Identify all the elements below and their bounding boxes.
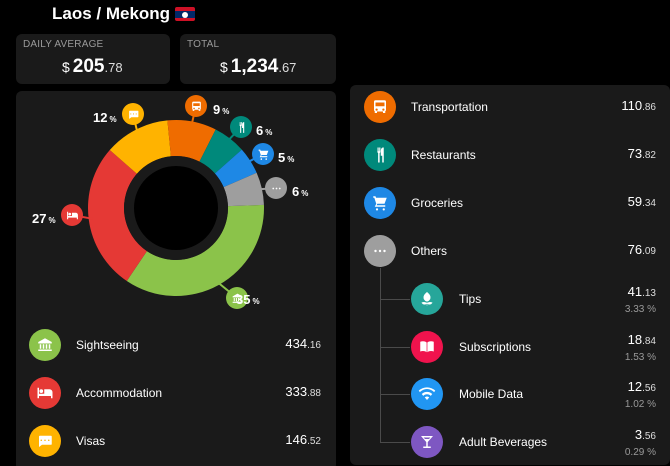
donut-slice-others[interactable] [223, 172, 264, 207]
category-amount: 146.52 [285, 432, 321, 447]
museum-icon [232, 293, 242, 303]
category-badge-adult-beverages [411, 426, 443, 458]
category-share: 3.33 % [624, 304, 656, 315]
category-badge-groceries [364, 187, 396, 219]
category-share: 1.53 % [624, 352, 656, 363]
callout-badge-sightseeing [226, 287, 248, 309]
category-name: Adult Beverages [459, 435, 548, 449]
leaf-icon [421, 291, 433, 306]
daily-average-card: DAILY AVERAGE $205.78 [16, 34, 170, 84]
category-name: Sightseeing [76, 338, 139, 352]
fork-knife-icon [238, 121, 244, 133]
donut-slice-accommodation[interactable] [88, 150, 147, 281]
percent-label-accommodation: 27% [32, 211, 56, 226]
right-category-card: Transportation 110.86 Restaurants 73.82 Groc… [350, 85, 670, 465]
others-tree-trunk [380, 268, 381, 442]
percent-label-sightseeing: 35% [236, 292, 260, 307]
category-amount: 41.13 [627, 284, 656, 299]
callout-badge-visas [122, 103, 144, 125]
cocktail-icon [421, 436, 433, 448]
donut-slice-visas[interactable] [109, 120, 171, 174]
callout-badge-groceries [252, 143, 274, 165]
callout-badge-others [265, 177, 287, 199]
category-badge-sightseeing [29, 329, 61, 361]
bed-icon [66, 211, 78, 219]
category-name: Mobile Data [459, 387, 524, 401]
callout-badge-accommodation [61, 204, 83, 226]
category-badge-mobile-data [411, 378, 443, 410]
cart-icon [373, 196, 387, 211]
category-badge-restaurants [364, 139, 396, 171]
percent-label-others: 6% [292, 184, 309, 199]
daily-average-label: DAILY AVERAGE [23, 39, 104, 50]
category-amount: 3.56 [634, 427, 656, 442]
percent-label-groceries: 5% [278, 150, 295, 165]
category-amount: 76.09 [627, 242, 656, 257]
donut-slice-sightseeing[interactable] [126, 204, 265, 297]
callout-badge-transportation [185, 95, 207, 117]
category-amount: 333.88 [285, 384, 321, 399]
category-share: 0.29 % [624, 447, 656, 458]
page-title: Laos / Mekong [52, 4, 196, 24]
percent-label-visas: 12% [93, 110, 117, 125]
bed-icon [37, 387, 53, 399]
total-value: $1,234.67 [220, 56, 297, 77]
category-badge-visas [29, 425, 61, 457]
fork-knife-icon [376, 147, 384, 163]
bus-icon [374, 100, 386, 113]
others-tree-branch [380, 299, 410, 300]
category-amount: 59.34 [627, 194, 656, 209]
callout-badge-restaurants [230, 116, 252, 138]
category-badge-accommodation [29, 377, 61, 409]
category-amount: 110.86 [621, 98, 656, 113]
book-icon [420, 341, 434, 353]
category-name: Groceries [411, 196, 464, 210]
chat-icon [39, 435, 52, 447]
category-chart-card: 35% 27% 12% 9% 6% 5% 6% Sightseeing 434.16 Accom… [16, 91, 336, 466]
more-icon [374, 249, 386, 253]
more-icon [271, 187, 281, 189]
category-share: 1.02 % [624, 399, 656, 410]
category-amount: 73.82 [627, 146, 656, 161]
category-name: Tips [459, 292, 482, 306]
donut-hole [134, 166, 218, 250]
bus-icon [191, 101, 201, 111]
total-label: TOTAL [187, 39, 220, 50]
donut-slice-transportation[interactable] [167, 120, 216, 162]
category-name: Others [411, 244, 448, 258]
category-name: Accommodation [76, 386, 163, 400]
cart-icon [258, 149, 268, 160]
laos-flag-icon [175, 7, 196, 21]
chat-icon [128, 110, 138, 119]
percent-label-restaurants: 6% [256, 123, 273, 138]
category-amount: 434.16 [285, 336, 321, 351]
total-card: TOTAL $1,234.67 [180, 34, 336, 84]
category-badge-subscriptions [411, 331, 443, 363]
category-badge-transportation [364, 91, 396, 123]
category-donut-chart [71, 105, 277, 299]
museum-icon [38, 338, 52, 351]
others-tree-branch [380, 442, 410, 443]
category-badge-others [364, 235, 396, 267]
category-name: Restaurants [411, 148, 476, 162]
wifi-icon [418, 387, 436, 400]
category-badge-tips [411, 283, 443, 315]
category-amount: 18.84 [627, 332, 656, 347]
others-tree-branch [380, 394, 410, 395]
others-tree-branch [380, 347, 410, 348]
daily-average-value: $205.78 [62, 56, 123, 77]
category-name: Visas [76, 434, 106, 448]
donut-slice-restaurants[interactable] [199, 129, 242, 174]
percent-label-transportation: 9% [213, 102, 230, 117]
category-amount: 12.56 [627, 379, 656, 394]
category-name: Subscriptions [459, 340, 532, 354]
trip-title: Laos / Mekong [52, 4, 171, 23]
donut-slice-groceries[interactable] [214, 149, 257, 188]
category-name: Transportation [411, 100, 488, 114]
